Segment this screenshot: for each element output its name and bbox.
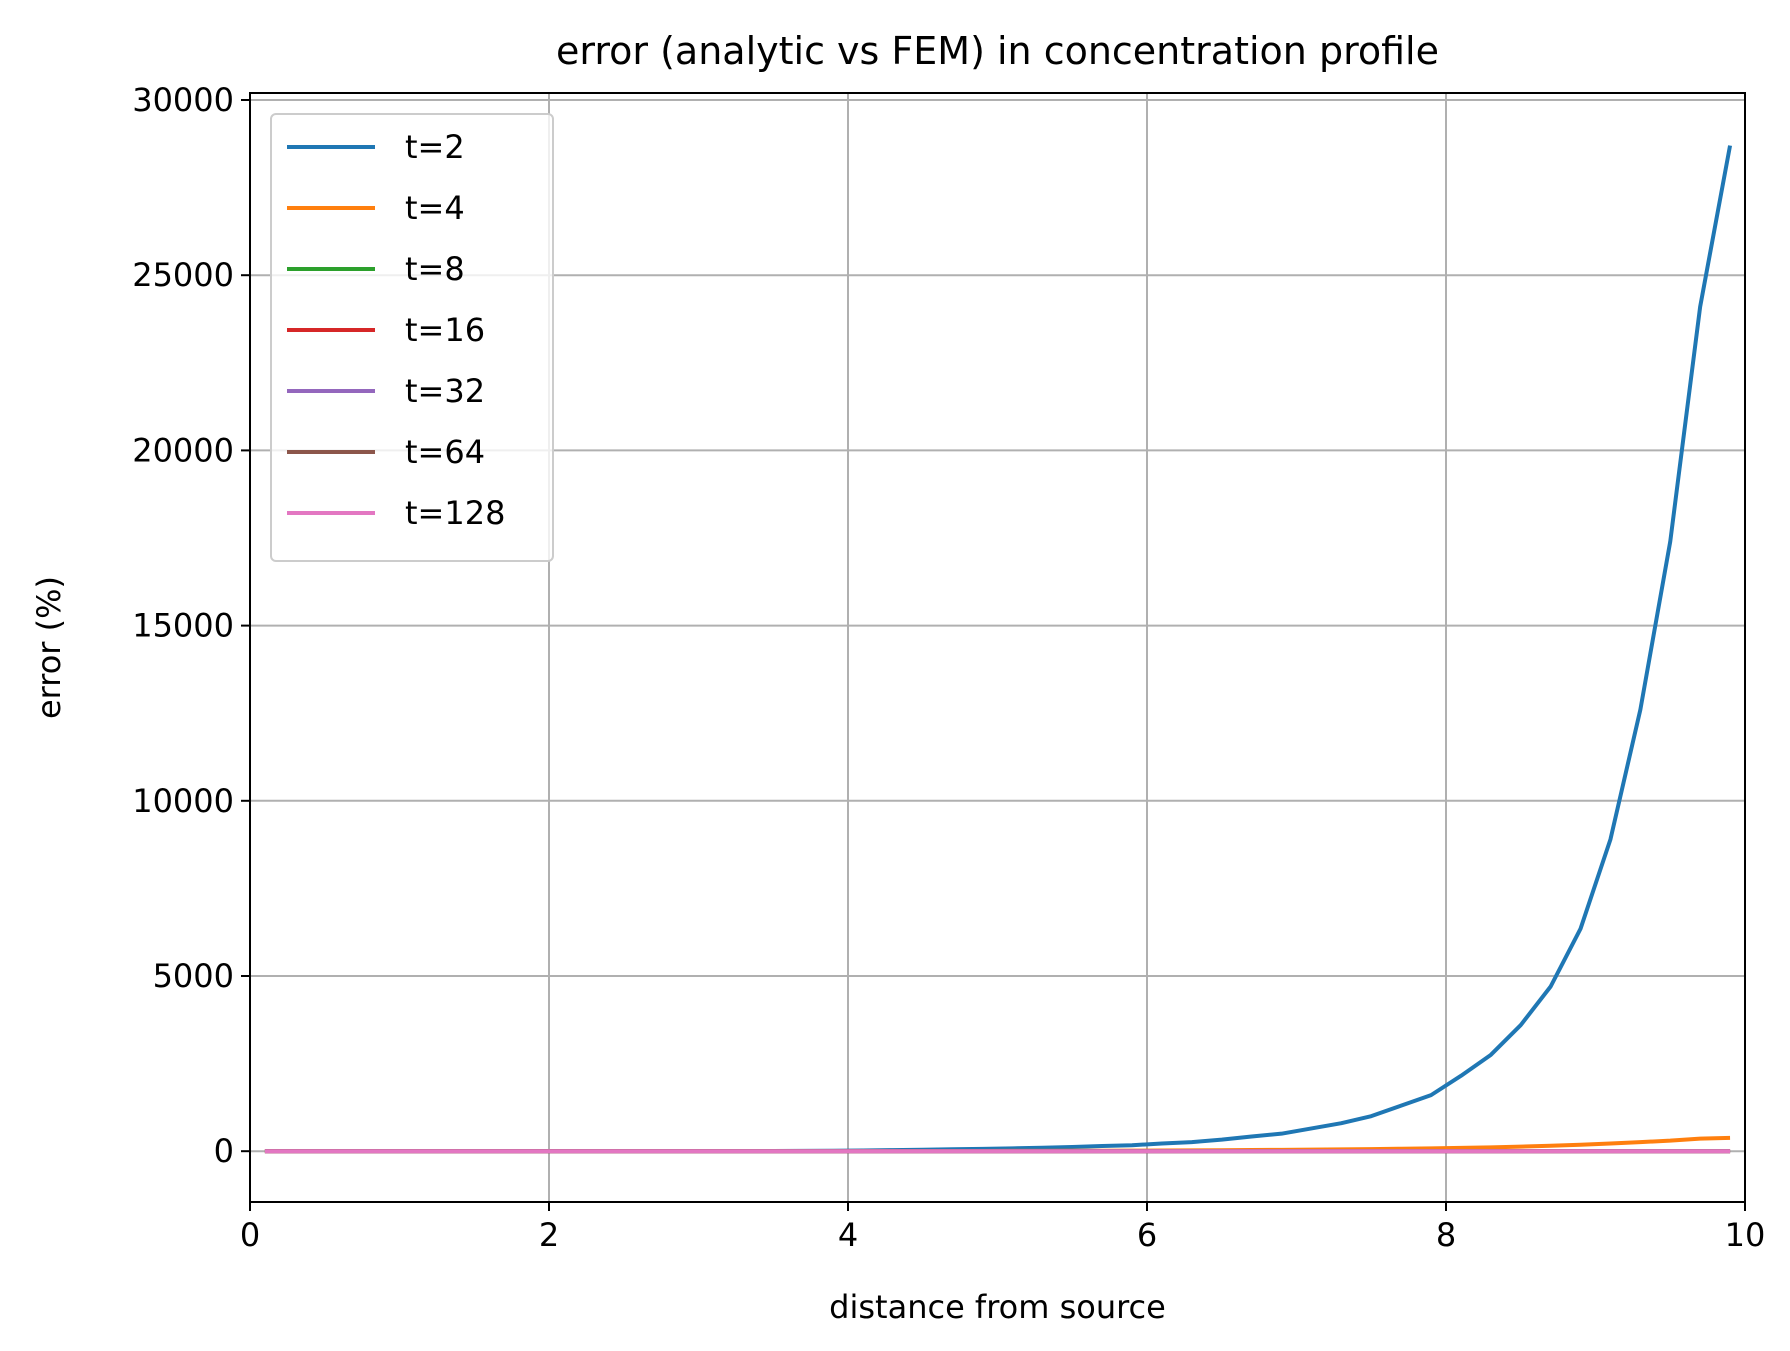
y-tick-label: 10000 — [132, 782, 234, 820]
legend: t=2 t=4 t=8 t=16 t=32 t=64 t=128 — [270, 113, 554, 562]
legend-label: t=16 — [405, 311, 485, 349]
y-tick-label: 0 — [214, 1132, 234, 1170]
axis-ticks: 0 2 4 6 8 10 0 5000 10000 15000 20000 25000 30000 — [132, 81, 1765, 1254]
legend-label: t=128 — [405, 494, 505, 532]
y-axis-label: error (%) — [30, 576, 68, 719]
series-lines — [264, 145, 1733, 1154]
x-axis-label: distance from source — [829, 1288, 1166, 1326]
chart-title: error (analytic vs FEM) in concentration… — [556, 29, 1439, 73]
x-tick-label: 10 — [1725, 1216, 1766, 1254]
plot-frame — [249, 92, 1746, 1203]
y-tick-label: 15000 — [132, 607, 234, 645]
legend-label: t=32 — [405, 372, 485, 410]
y-tick-label: 5000 — [153, 957, 234, 995]
legend-label: t=64 — [405, 433, 485, 471]
y-tick-label: 20000 — [132, 431, 234, 469]
legend-label: t=4 — [405, 189, 465, 227]
x-tick-label: 6 — [1137, 1216, 1157, 1254]
legend-label: t=8 — [405, 250, 465, 288]
y-tick-label: 25000 — [132, 256, 234, 294]
x-tick-label: 2 — [539, 1216, 559, 1254]
x-tick-label: 4 — [838, 1216, 858, 1254]
x-tick-label: 0 — [240, 1216, 260, 1254]
y-tick-label: 30000 — [132, 81, 234, 119]
legend-label: t=2 — [405, 128, 465, 166]
legend-box — [270, 113, 554, 562]
x-tick-label: 8 — [1436, 1216, 1456, 1254]
